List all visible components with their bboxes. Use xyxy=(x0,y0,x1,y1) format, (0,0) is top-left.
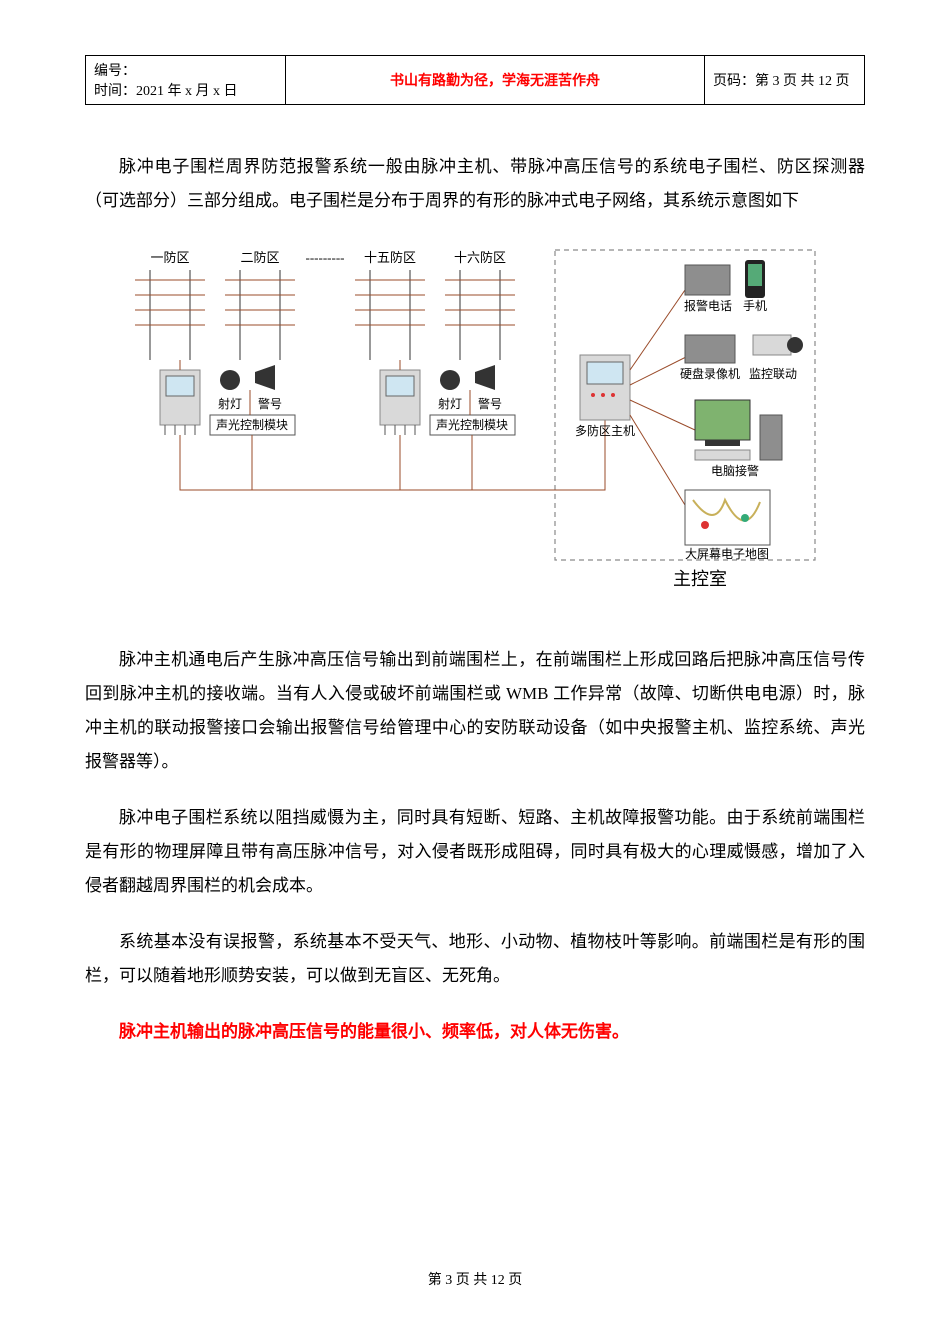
paragraph-5-highlight: 脉冲主机输出的脉冲高压信号的能量很小、频率低，对人体无伤害。 xyxy=(85,1015,865,1049)
paragraph-1: 脉冲电子围栏周界防范报警系统一般由脉冲主机、带脉冲高压信号的系统电子围栏、防区探… xyxy=(85,150,865,218)
zone-label-16: 十六防区 xyxy=(454,250,506,265)
zone-label-15: 十五防区 xyxy=(364,250,416,265)
control-room-label: 主控室 xyxy=(673,569,727,589)
lamp-left-icon xyxy=(220,370,240,390)
dvr-label: 硬盘录像机 xyxy=(680,366,740,381)
fence-zones: 一防区 二防区 --------- 十五防区 十六防区 xyxy=(135,250,515,360)
lamp-right-icon xyxy=(440,370,460,390)
bigscreen-label: 大屏幕电子地图 xyxy=(685,547,769,561)
header-id-label: 编号： xyxy=(94,60,277,80)
multi-host-label: 多防区主机 xyxy=(575,423,635,438)
sound-module-left-label: 声光控制模块 xyxy=(216,418,288,432)
header-table: 编号： 时间：2021 年 x 月 x 日 书山有路勤为径，学海无涯苦作舟 页码… xyxy=(85,55,865,105)
host-group-left: 射灯 警号 声光控制模块 xyxy=(160,360,295,435)
header-date: 时间：2021 年 x 月 x 日 xyxy=(94,80,277,100)
pc-tower-icon xyxy=(760,415,782,460)
pc-monitor-icon xyxy=(695,400,750,440)
alarm-right-label: 警号 xyxy=(478,396,502,411)
lamp-right-label: 射灯 xyxy=(438,396,462,411)
camera-icon xyxy=(753,335,803,355)
zone-label-1: 一防区 xyxy=(150,250,189,265)
mobile-label: 手机 xyxy=(743,299,767,313)
keyboard-icon xyxy=(695,450,750,460)
alarm-left-label: 警号 xyxy=(258,396,282,411)
header-page-label: 页码：第 3 页 共 12 页 xyxy=(705,56,865,105)
zone-label-2: 二防区 xyxy=(240,250,279,265)
system-diagram: 主控室 一防区 二防区 --------- 十五防区 十六防区 射灯 xyxy=(105,240,825,605)
host-group-right: 射灯 警号 声光控制模块 xyxy=(380,360,515,435)
paragraph-4: 系统基本没有误报警，系统基本不受天气、地形、小动物、植物枝叶等影响。前端围栏是有… xyxy=(85,925,865,993)
paragraph-3: 脉冲电子围栏系统以阻挡威慑为主，同时具有短断、短路、主机故障报警功能。由于系统前… xyxy=(85,801,865,903)
dvr-icon xyxy=(685,335,735,363)
zone-separator: --------- xyxy=(306,250,345,265)
header-left: 编号： 时间：2021 年 x 月 x 日 xyxy=(86,56,286,105)
alarm-right-icon xyxy=(475,365,495,390)
alarm-left-icon xyxy=(255,365,275,390)
phone-icon xyxy=(685,265,730,295)
diagram-svg: 主控室 一防区 二防区 --------- 十五防区 十六防区 射灯 xyxy=(105,240,825,600)
phone-label: 报警电话 xyxy=(684,298,732,313)
page-footer: 第 3 页 共 12 页 xyxy=(0,1269,950,1289)
camera-label: 监控联动 xyxy=(749,367,797,381)
pc-label: 电脑接警 xyxy=(711,463,759,478)
bigscreen-icon xyxy=(685,490,770,545)
sound-module-right-label: 声光控制模块 xyxy=(436,418,508,432)
header-motto: 书山有路勤为径，学海无涯苦作舟 xyxy=(286,56,705,105)
lamp-left-label: 射灯 xyxy=(218,396,242,411)
paragraph-2: 脉冲主机通电后产生脉冲高压信号输出到前端围栏上，在前端围栏上形成回路后把脉冲高压… xyxy=(85,643,865,779)
